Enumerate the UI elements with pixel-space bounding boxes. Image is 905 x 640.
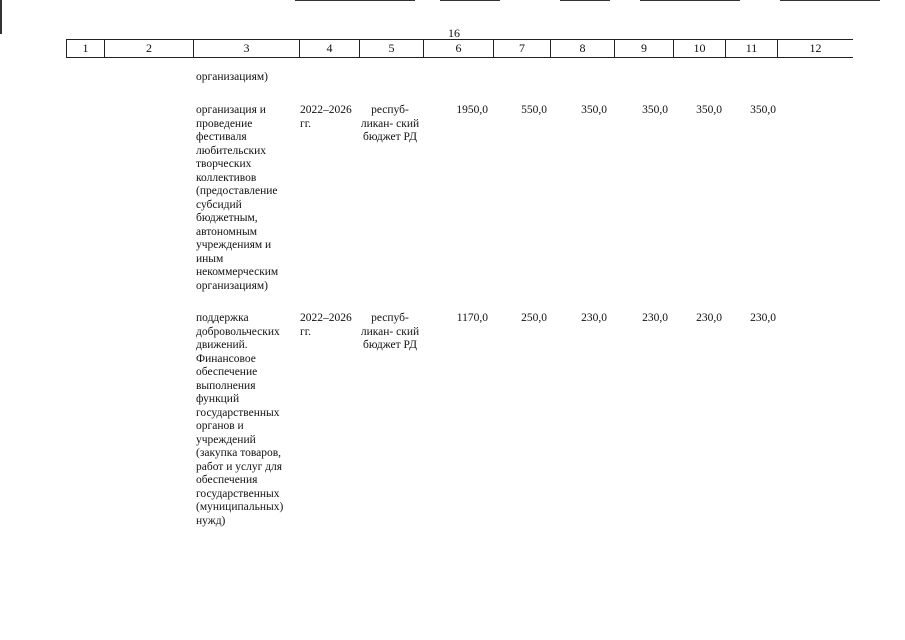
row-value-2022: 250,0 [521, 312, 547, 324]
continuation-description: организациям) [196, 71, 268, 83]
row-period: 2022–2026 гг. [300, 104, 352, 130]
row-value-2025: 350,0 [696, 104, 722, 116]
column-header: 9 [615, 40, 674, 57]
row-funding-source: респуб- ликан- ский бюджет РД [360, 104, 420, 143]
column-header: 5 [360, 40, 424, 57]
row-value-2026: 350,0 [750, 104, 776, 116]
column-header: 1 [66, 40, 105, 57]
row-funding-source: респуб- ликан- ский бюджет РД [360, 312, 420, 351]
column-header: 11 [726, 40, 778, 57]
column-header: 7 [494, 40, 551, 57]
row-value-2026: 230,0 [750, 312, 776, 324]
column-header: 8 [551, 40, 615, 57]
column-header: 10 [674, 40, 726, 57]
page-number: 16 [448, 26, 460, 40]
scan-top-line [560, 0, 610, 1]
scan-top-line [780, 0, 880, 1]
column-header: 12 [809, 41, 822, 55]
column-number-header: 1 2 3 4 5 6 7 8 9 10 11 12 [66, 39, 853, 58]
row-value-2022: 550,0 [521, 104, 547, 116]
row-value-2024: 230,0 [642, 312, 668, 324]
column-header: 3 [194, 40, 300, 57]
scan-edge-mark [0, 0, 2, 34]
column-header: 2 [105, 40, 194, 57]
row-period: 2022–2026 гг. [300, 312, 352, 338]
scan-top-line [295, 0, 415, 1]
row-description: организация и проведение фестиваля любит… [196, 104, 279, 292]
row-value-2023: 230,0 [581, 312, 607, 324]
column-header: 6 [424, 40, 494, 57]
row-value-2024: 350,0 [642, 104, 668, 116]
scan-top-line [640, 0, 740, 1]
row-total: 1950,0 [456, 104, 488, 116]
row-description: поддержка добровольческих движений. Фина… [196, 312, 284, 527]
row-value-2023: 350,0 [581, 104, 607, 116]
row-value-2025: 230,0 [696, 312, 722, 324]
column-header: 4 [300, 40, 360, 57]
row-total: 1170,0 [456, 312, 488, 324]
scan-top-line [440, 0, 500, 1]
